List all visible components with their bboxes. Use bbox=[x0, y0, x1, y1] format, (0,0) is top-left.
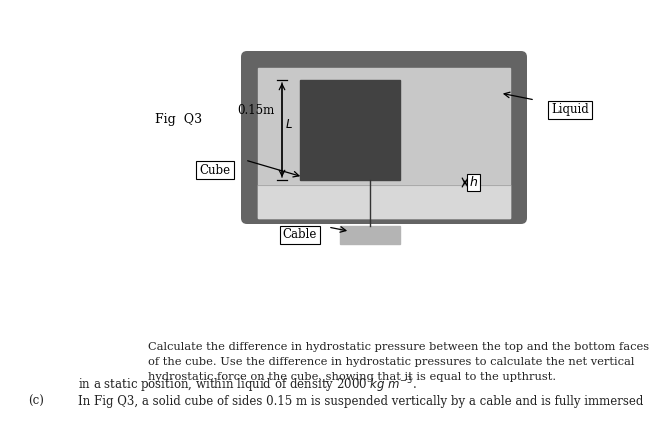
Text: $L$: $L$ bbox=[285, 118, 293, 131]
Text: Cable: Cable bbox=[282, 229, 317, 242]
Text: in a static position, within liquid of density 2000 $kg\ m^{-3}$.: in a static position, within liquid of d… bbox=[78, 375, 417, 394]
Bar bbox=[258, 185, 510, 218]
Text: Calculate the difference in hydrostatic pressure between the top and the bottom : Calculate the difference in hydrostatic … bbox=[148, 342, 649, 382]
Bar bbox=[340, 226, 400, 244]
Text: 0.15m: 0.15m bbox=[237, 104, 274, 117]
Text: Fig  Q3: Fig Q3 bbox=[155, 114, 202, 126]
Bar bbox=[300, 80, 400, 180]
Text: $h$: $h$ bbox=[469, 176, 478, 189]
Bar bbox=[258, 68, 510, 218]
Text: Cube: Cube bbox=[199, 163, 231, 176]
Text: (c): (c) bbox=[28, 395, 44, 408]
Text: Liquid: Liquid bbox=[551, 104, 589, 117]
Text: In Fig Q3, a solid cube of sides 0.15 m is suspended vertically by a cable and i: In Fig Q3, a solid cube of sides 0.15 m … bbox=[78, 395, 643, 408]
FancyBboxPatch shape bbox=[241, 51, 527, 224]
